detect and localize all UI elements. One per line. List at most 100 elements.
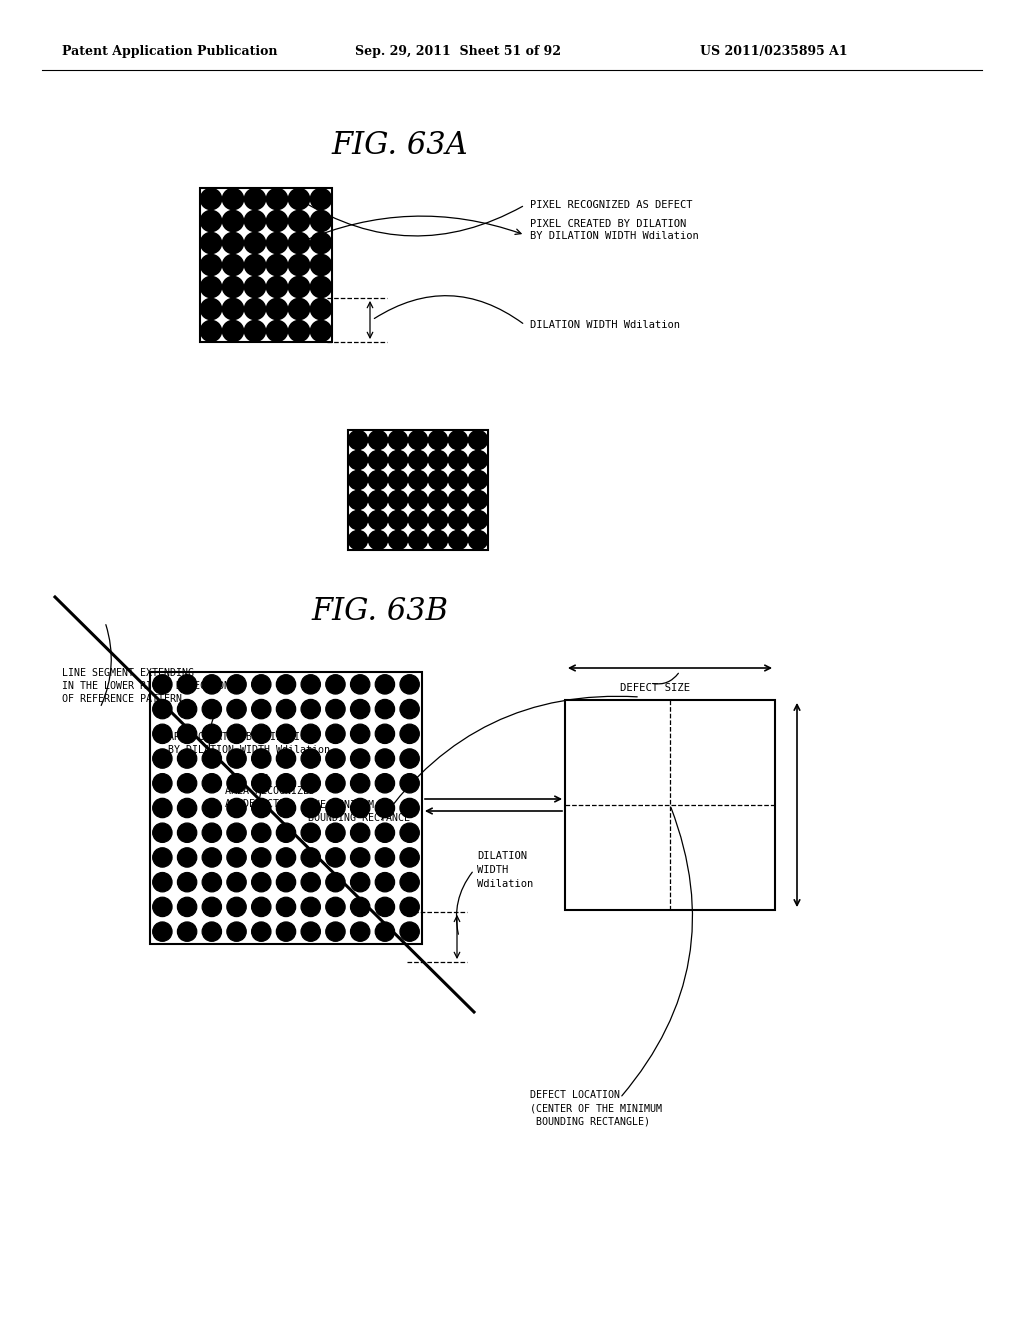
Circle shape xyxy=(350,824,370,842)
Circle shape xyxy=(227,847,246,867)
Circle shape xyxy=(252,725,271,743)
Circle shape xyxy=(177,700,197,719)
Circle shape xyxy=(177,725,197,743)
Bar xyxy=(150,672,422,944)
Circle shape xyxy=(227,725,246,743)
Circle shape xyxy=(326,898,345,916)
Circle shape xyxy=(276,898,296,916)
Circle shape xyxy=(301,921,321,941)
Circle shape xyxy=(409,470,427,490)
Circle shape xyxy=(409,450,427,470)
Text: THE MINIMUM
BOUNDING RECTANCE: THE MINIMUM BOUNDING RECTANCE xyxy=(308,800,410,824)
Circle shape xyxy=(289,189,309,210)
Circle shape xyxy=(245,232,265,253)
Circle shape xyxy=(449,511,468,529)
Circle shape xyxy=(153,824,172,842)
Circle shape xyxy=(289,277,309,297)
Text: US 2011/0235895 A1: US 2011/0235895 A1 xyxy=(700,45,848,58)
Circle shape xyxy=(449,491,468,510)
Circle shape xyxy=(375,774,394,793)
Circle shape xyxy=(276,675,296,694)
Circle shape xyxy=(153,675,172,694)
Circle shape xyxy=(326,873,345,892)
Circle shape xyxy=(375,675,394,694)
Circle shape xyxy=(202,898,221,916)
Circle shape xyxy=(202,921,221,941)
Circle shape xyxy=(326,774,345,793)
Circle shape xyxy=(153,847,172,867)
Circle shape xyxy=(153,898,172,916)
Circle shape xyxy=(227,824,246,842)
Bar xyxy=(565,700,775,909)
Circle shape xyxy=(350,898,370,916)
Text: DILATION WIDTH Wdilation: DILATION WIDTH Wdilation xyxy=(530,319,680,330)
Circle shape xyxy=(310,189,332,210)
Circle shape xyxy=(388,470,408,490)
Circle shape xyxy=(276,748,296,768)
Circle shape xyxy=(350,799,370,817)
Bar xyxy=(348,430,488,550)
Circle shape xyxy=(310,277,332,297)
Circle shape xyxy=(409,531,427,549)
Circle shape xyxy=(301,873,321,892)
Circle shape xyxy=(375,725,394,743)
Circle shape xyxy=(310,255,332,276)
Circle shape xyxy=(310,298,332,319)
Circle shape xyxy=(388,511,408,529)
Circle shape xyxy=(469,511,487,529)
Circle shape xyxy=(222,277,244,297)
Circle shape xyxy=(348,450,368,470)
Circle shape xyxy=(400,725,419,743)
Circle shape xyxy=(428,491,447,510)
Circle shape xyxy=(428,511,447,529)
Circle shape xyxy=(252,921,271,941)
Circle shape xyxy=(369,430,387,450)
Circle shape xyxy=(289,211,309,231)
Circle shape xyxy=(153,873,172,892)
Circle shape xyxy=(202,799,221,817)
Circle shape xyxy=(348,430,368,450)
Circle shape xyxy=(177,847,197,867)
Text: AREA RECOGNIZED
AS DEFECTS: AREA RECOGNIZED AS DEFECTS xyxy=(225,785,315,809)
Circle shape xyxy=(326,847,345,867)
Circle shape xyxy=(449,531,468,549)
Circle shape xyxy=(375,873,394,892)
Circle shape xyxy=(449,450,468,470)
Circle shape xyxy=(252,799,271,817)
Circle shape xyxy=(177,748,197,768)
Circle shape xyxy=(301,774,321,793)
Circle shape xyxy=(409,491,427,510)
Circle shape xyxy=(276,873,296,892)
Circle shape xyxy=(266,189,288,210)
Circle shape xyxy=(252,700,271,719)
Circle shape xyxy=(289,321,309,342)
Circle shape xyxy=(177,774,197,793)
Circle shape xyxy=(348,531,368,549)
Circle shape xyxy=(375,824,394,842)
Circle shape xyxy=(400,898,419,916)
Circle shape xyxy=(375,700,394,719)
Circle shape xyxy=(245,211,265,231)
Circle shape xyxy=(227,873,246,892)
Circle shape xyxy=(276,824,296,842)
Circle shape xyxy=(369,491,387,510)
Circle shape xyxy=(449,470,468,490)
Circle shape xyxy=(350,725,370,743)
Circle shape xyxy=(350,921,370,941)
Circle shape xyxy=(388,450,408,470)
Circle shape xyxy=(202,873,221,892)
Circle shape xyxy=(276,847,296,867)
Circle shape xyxy=(252,748,271,768)
Circle shape xyxy=(276,700,296,719)
Circle shape xyxy=(348,491,368,510)
Circle shape xyxy=(245,277,265,297)
Circle shape xyxy=(301,898,321,916)
Circle shape xyxy=(289,232,309,253)
Circle shape xyxy=(350,675,370,694)
Circle shape xyxy=(326,700,345,719)
Circle shape xyxy=(201,211,221,231)
Circle shape xyxy=(310,321,332,342)
Circle shape xyxy=(350,873,370,892)
Circle shape xyxy=(400,748,419,768)
Circle shape xyxy=(202,774,221,793)
